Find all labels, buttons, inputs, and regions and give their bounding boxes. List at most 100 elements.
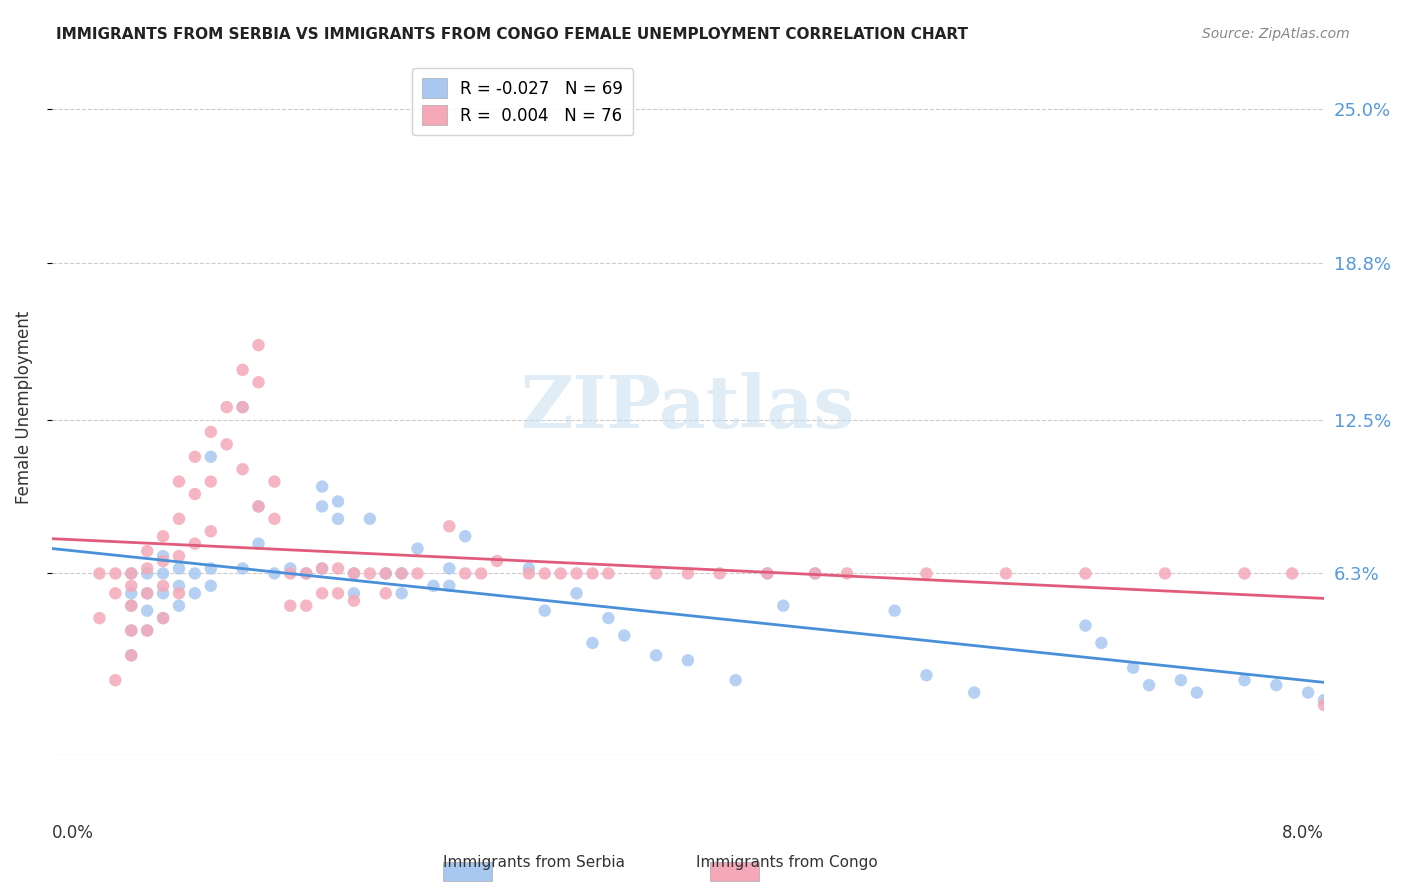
Point xyxy=(326,586,349,600)
Point xyxy=(311,561,333,575)
Point xyxy=(89,611,111,625)
Point xyxy=(1170,673,1192,688)
Point xyxy=(756,566,779,581)
Point xyxy=(184,586,207,600)
Point xyxy=(278,599,301,613)
Point xyxy=(247,500,270,514)
Point xyxy=(311,561,333,575)
Point xyxy=(167,599,190,613)
Point xyxy=(120,599,142,613)
Legend: R = -0.027   N = 69, R =  0.004   N = 76: R = -0.027 N = 69, R = 0.004 N = 76 xyxy=(412,68,633,136)
Point xyxy=(1233,566,1256,581)
Point xyxy=(200,425,222,439)
Point xyxy=(120,579,142,593)
Point xyxy=(772,599,794,613)
Point xyxy=(232,400,254,414)
Point xyxy=(200,561,222,575)
Point xyxy=(184,450,207,464)
Text: Source: ZipAtlas.com: Source: ZipAtlas.com xyxy=(1202,27,1350,41)
Point xyxy=(311,586,333,600)
Point xyxy=(1090,636,1112,650)
Point xyxy=(598,611,620,625)
Point xyxy=(104,673,127,688)
Point xyxy=(406,566,429,581)
Point xyxy=(120,566,142,581)
Point xyxy=(915,566,938,581)
Point xyxy=(152,529,174,543)
Point xyxy=(247,536,270,550)
Point xyxy=(152,549,174,563)
Point xyxy=(835,566,858,581)
Point xyxy=(152,611,174,625)
Point xyxy=(804,566,827,581)
Point xyxy=(295,566,318,581)
Point xyxy=(883,604,905,618)
Point xyxy=(439,519,461,533)
Point xyxy=(247,500,270,514)
Point xyxy=(120,624,142,638)
Point xyxy=(374,566,396,581)
Point xyxy=(184,536,207,550)
Point xyxy=(263,566,285,581)
Point xyxy=(136,561,159,575)
Point xyxy=(422,579,444,593)
Point xyxy=(565,566,588,581)
Point xyxy=(311,479,333,493)
Point xyxy=(152,566,174,581)
Point xyxy=(565,586,588,600)
Point xyxy=(613,628,636,642)
Point xyxy=(1281,566,1303,581)
Point xyxy=(724,673,747,688)
Point xyxy=(517,566,540,581)
Point xyxy=(295,599,318,613)
Point xyxy=(200,475,222,489)
Point xyxy=(152,579,174,593)
Point xyxy=(1233,673,1256,688)
Point xyxy=(184,566,207,581)
Point xyxy=(581,566,603,581)
Point xyxy=(200,450,222,464)
Point xyxy=(454,529,477,543)
Point xyxy=(200,524,222,539)
Point xyxy=(1265,678,1288,692)
Point xyxy=(486,554,509,568)
Point xyxy=(550,566,572,581)
Point xyxy=(167,475,190,489)
Point xyxy=(152,554,174,568)
Point xyxy=(1313,693,1336,707)
Point xyxy=(136,604,159,618)
Point xyxy=(676,653,699,667)
Point xyxy=(152,586,174,600)
Point xyxy=(804,566,827,581)
Point xyxy=(120,624,142,638)
Point xyxy=(136,586,159,600)
Point xyxy=(136,624,159,638)
Point xyxy=(343,593,366,607)
Point xyxy=(756,566,779,581)
Point xyxy=(1185,685,1208,699)
Point xyxy=(152,611,174,625)
Point xyxy=(167,549,190,563)
Point xyxy=(215,400,238,414)
Point xyxy=(167,561,190,575)
Point xyxy=(343,566,366,581)
Point xyxy=(391,586,413,600)
Point xyxy=(343,566,366,581)
Point xyxy=(1074,566,1097,581)
Y-axis label: Female Unemployment: Female Unemployment xyxy=(15,310,32,504)
Point xyxy=(120,586,142,600)
Point xyxy=(406,541,429,556)
Point xyxy=(104,586,127,600)
Point xyxy=(533,566,555,581)
Text: ZIPatlas: ZIPatlas xyxy=(520,372,855,442)
Point xyxy=(167,586,190,600)
Point xyxy=(278,561,301,575)
Point xyxy=(359,512,381,526)
Point xyxy=(136,624,159,638)
Text: IMMIGRANTS FROM SERBIA VS IMMIGRANTS FROM CONGO FEMALE UNEMPLOYMENT CORRELATION : IMMIGRANTS FROM SERBIA VS IMMIGRANTS FRO… xyxy=(56,27,969,42)
Point xyxy=(120,648,142,663)
Point xyxy=(120,599,142,613)
Point xyxy=(89,566,111,581)
Point xyxy=(1137,678,1160,692)
Point xyxy=(915,668,938,682)
